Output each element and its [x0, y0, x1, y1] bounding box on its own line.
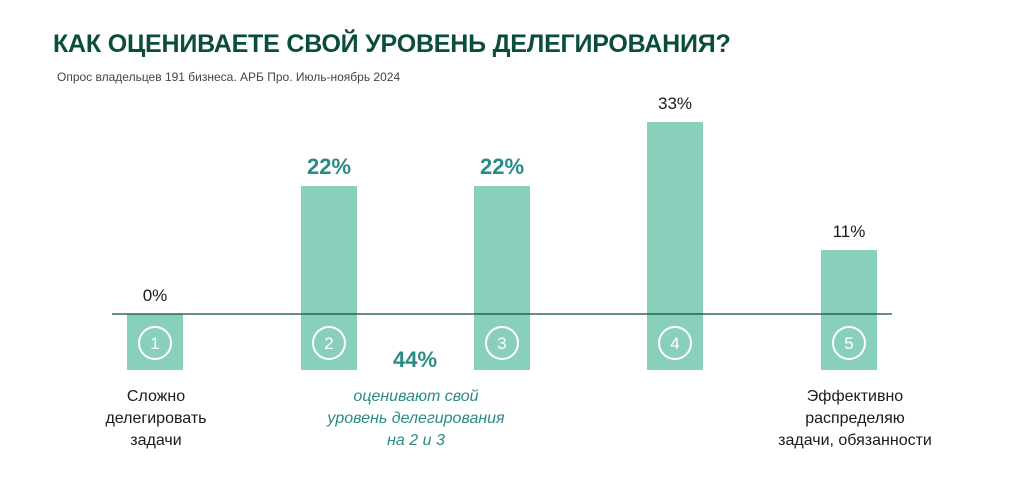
category-label: 2	[324, 334, 333, 353]
bar	[647, 122, 703, 314]
category-label: 4	[670, 334, 679, 353]
bar	[474, 186, 530, 314]
category-label: 3	[497, 334, 506, 353]
category-label: 5	[844, 334, 853, 353]
left-caption-line: Сложно	[126, 388, 186, 405]
right-scale-caption: Эффективно распределяю задачи, обязаннос…	[755, 386, 955, 452]
left-scale-caption: Сложно делегировать задачи	[80, 386, 232, 452]
right-caption-line: распределяю	[805, 410, 905, 427]
left-caption-line: задачи	[130, 432, 182, 449]
combined-percent: 44%	[392, 347, 438, 372]
category-label: 1	[150, 334, 159, 353]
right-caption-line: Эффективно	[806, 388, 904, 405]
middle-caption: оценивают свой уровень делегирования на …	[300, 386, 532, 452]
chart-title: КАК ОЦЕНИВАЕТЕ СВОЙ УРОВЕНЬ ДЕЛЕГИРОВАНИ…	[53, 30, 731, 58]
scale-block	[647, 314, 703, 370]
left-caption-line: делегировать	[105, 410, 207, 427]
data-label: 33%	[658, 94, 692, 113]
scale-circle	[138, 326, 172, 360]
scale-block	[474, 314, 530, 370]
middle-caption-line: оценивают свой	[353, 388, 479, 405]
middle-caption-line: на 2 и 3	[387, 432, 445, 449]
middle-caption-line: уровень делегирования	[327, 410, 505, 427]
scale-circle	[485, 326, 519, 360]
scale-circle	[312, 326, 346, 360]
scale-circle	[658, 326, 692, 360]
data-label: 0%	[143, 286, 168, 305]
bar	[301, 186, 357, 314]
scale-block	[127, 314, 183, 370]
data-label: 22%	[480, 154, 524, 179]
data-label: 22%	[307, 154, 351, 179]
scale-circle	[832, 326, 866, 360]
right-caption-line: задачи, обязанности	[778, 432, 932, 449]
bar	[821, 250, 877, 314]
chart-subtitle: Опрос владельцев 191 бизнеса. АРБ Про. И…	[57, 70, 401, 84]
data-label: 11%	[833, 222, 866, 241]
scale-block	[821, 314, 877, 370]
scale-block	[301, 314, 357, 370]
